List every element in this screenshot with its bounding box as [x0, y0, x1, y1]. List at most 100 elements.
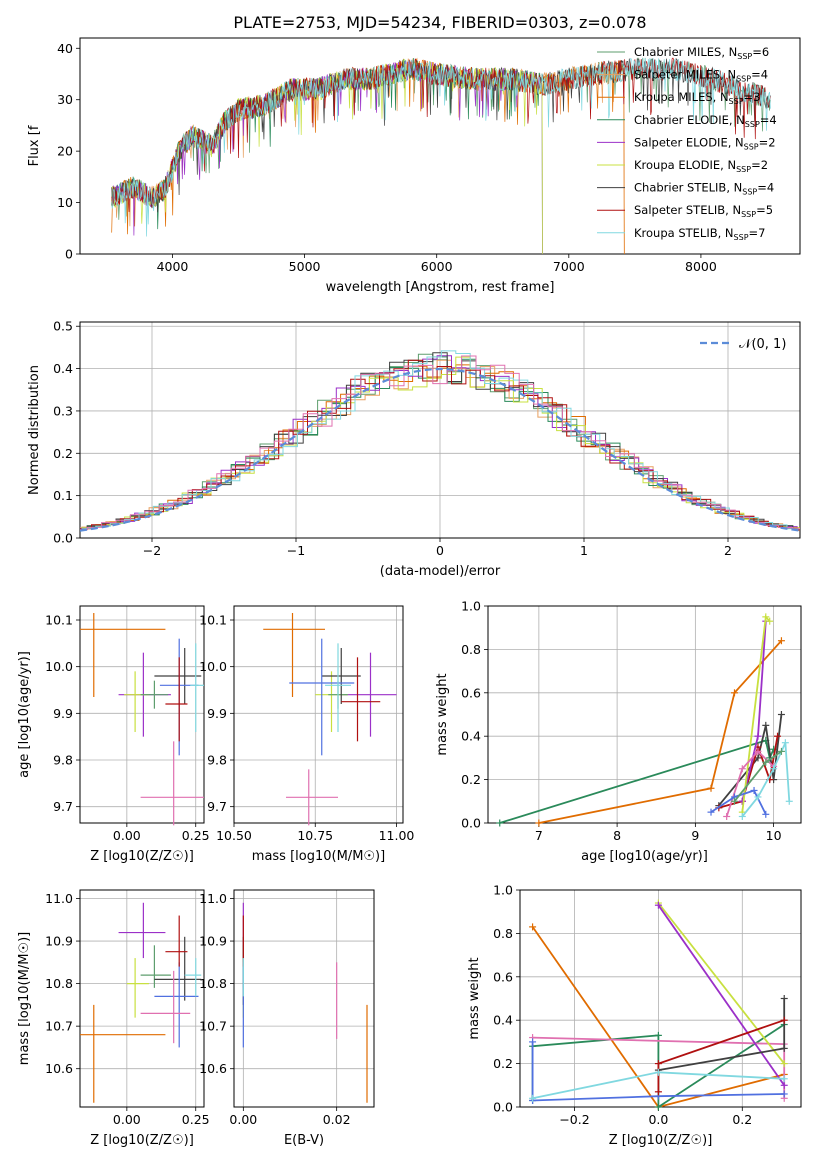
weight-series-line [538, 640, 783, 824]
legend-subscript: SSP [734, 233, 749, 242]
reference-gaussian [80, 367, 800, 532]
legend-count: =5 [756, 203, 773, 217]
y-axis-label: age [log10(age/yr)] [17, 651, 32, 778]
weight_vs_Z-panel: −0.2 0.0 0.2 0.0 0.2 0.4 0.6 0.8 1.0 Z [log10(Z/Z… [467, 883, 802, 1148]
axes-frame [79, 37, 801, 255]
weight-series-line [499, 739, 775, 824]
y-tick-label: 10.0 [45, 659, 73, 674]
axes-frame [79, 321, 801, 539]
x-axis-label: Z [log10(Z/Z☉)] [609, 1133, 713, 1148]
legend-entry: 𝒩(0, 1) [739, 337, 786, 352]
x-tick-label: 8 [613, 828, 621, 843]
y-tick-label: 9.8 [207, 753, 227, 768]
y-tick-label: 9.9 [53, 706, 73, 721]
x-tick-label: 0.02 [323, 1112, 351, 1127]
y-tick-label: 0.2 [53, 446, 73, 461]
spectrum-series-line [111, 57, 771, 213]
y-tick-label: 0.6 [493, 969, 513, 984]
x-tick-label: 0.0 [648, 1112, 668, 1127]
legend-entry: Kroupa MILES, NSSP=3 [634, 90, 760, 106]
y-axis-label: mass weight [435, 673, 450, 755]
y-tick-label: 0.5 [53, 319, 73, 334]
y-tick-label: 10 [57, 195, 73, 210]
x-axis-label: Z [log10(Z/Z☉)] [90, 1133, 194, 1148]
x-axis-label: wavelength [Angstrom, rest frame] [326, 280, 555, 295]
x-tick-label: 2 [724, 543, 732, 558]
y-tick-label: 10.7 [199, 1019, 227, 1034]
spectrum-series-line [111, 57, 771, 237]
y-tick-label: 10.6 [199, 1061, 227, 1076]
y-tick-label: 10.6 [45, 1061, 73, 1076]
histogram-series [80, 359, 800, 531]
y-tick-label: 11.0 [45, 891, 73, 906]
legend-entry: Chabrier ELODIE, NSSP=4 [634, 113, 777, 129]
x-tick-label: 0.00 [113, 1112, 141, 1127]
x-tick-label: 0 [436, 543, 444, 558]
y-tick-label: 0.4 [53, 361, 73, 376]
legend-label: Salpeter ELODIE, N [634, 135, 744, 149]
x-axis-label: Z [log10(Z/Z☉)] [90, 849, 194, 864]
legend-entry: Chabrier MILES, NSSP=6 [634, 45, 769, 61]
x-tick-label: 10.50 [216, 828, 252, 843]
legend-label: Chabrier ELODIE, N [634, 113, 745, 127]
y-axis-label: mass [log10(M/M☉)] [17, 932, 32, 1065]
legend-label: Kroupa STELIB, N [634, 226, 734, 240]
legend-label: Kroupa MILES, N [634, 90, 729, 104]
y-axis-label: Normed distribution [27, 365, 42, 495]
y-tick-label: 0.0 [461, 816, 481, 831]
y-tick-label: 11.0 [199, 891, 227, 906]
legend-label: Salpeter STELIB, N [634, 203, 741, 217]
x-tick-label: 4000 [157, 259, 189, 274]
x-tick-label: −1 [287, 543, 305, 558]
mass_vs_ebv-panel: 0.00 0.02 10.6 10.7 10.8 10.9 11.0 E(B-V) [199, 889, 375, 1148]
legend-label: Kroupa ELODIE, N [634, 158, 736, 172]
y-tick-label: 10.1 [199, 613, 227, 628]
y-tick-label: 0.4 [493, 1013, 513, 1028]
legend-label: Chabrier STELIB, N [634, 181, 742, 195]
legend-subscript: SSP [744, 142, 759, 151]
y-tick-label: 1.0 [461, 599, 481, 614]
x-tick-label: 11.00 [379, 828, 415, 843]
x-tick-label: −0.2 [559, 1112, 589, 1127]
histograms [80, 350, 800, 532]
x-axis-label: (data-model)/error [380, 564, 501, 579]
legend-subscript: SSP [742, 188, 757, 197]
y-tick-label: 10.9 [199, 934, 227, 949]
x-tick-label: 0.00 [113, 828, 141, 843]
spectrum-lines [111, 57, 771, 254]
y-tick-label: 9.7 [53, 799, 73, 814]
axes-frame [519, 889, 802, 1108]
axes-frame [233, 889, 375, 1108]
legend-subscript: SSP [745, 120, 760, 129]
y-tick-label: 0.6 [461, 685, 481, 700]
legend-count: =4 [760, 113, 777, 127]
y-tick-label: 10.0 [199, 659, 227, 674]
x-tick-label: 8000 [685, 259, 717, 274]
legend-subscript: SSP [736, 75, 751, 84]
x-tick-label: 7000 [553, 259, 585, 274]
weight_vs_age-panel: 7 8 9 10 0.0 0.2 0.4 0.6 0.8 1.0 age [log10(age/yr… [435, 599, 802, 864]
residuals-panel: −2 −1 0 1 2 0.0 0.1 0.2 0.3 0.4 0.5 (data-model)/er… [27, 319, 801, 579]
x-tick-label: 5000 [289, 259, 321, 274]
y-tick-label: 0.8 [493, 926, 513, 941]
y-tick-label: 1.0 [493, 883, 513, 898]
legend-entry: Chabrier STELIB, NSSP=4 [634, 181, 774, 197]
legend-count: =2 [759, 135, 776, 149]
y-tick-label: 10.1 [45, 613, 73, 628]
x-tick-label: 0.25 [182, 828, 210, 843]
legend-count: =4 [757, 181, 774, 195]
y-axis-label: Flux [f [27, 125, 42, 166]
y-tick-label: 0.8 [461, 642, 481, 657]
x-tick-label: 7 [535, 828, 543, 843]
x-tick-label: 0.00 [229, 1112, 257, 1127]
y-tick-label: 0.3 [53, 403, 73, 418]
y-tick-label: 0.2 [493, 1056, 513, 1071]
spectrum-panel: 4000 5000 6000 7000 8000 0 10 20 30 40 wavelength … [27, 37, 801, 295]
legend-count: =2 [751, 158, 768, 172]
legend-count: =4 [751, 68, 768, 82]
histogram-series [80, 352, 800, 531]
y-tick-label: 30 [57, 92, 73, 107]
y-tick-label: 0.1 [53, 488, 73, 503]
legend-subscript: SSP [736, 165, 751, 174]
